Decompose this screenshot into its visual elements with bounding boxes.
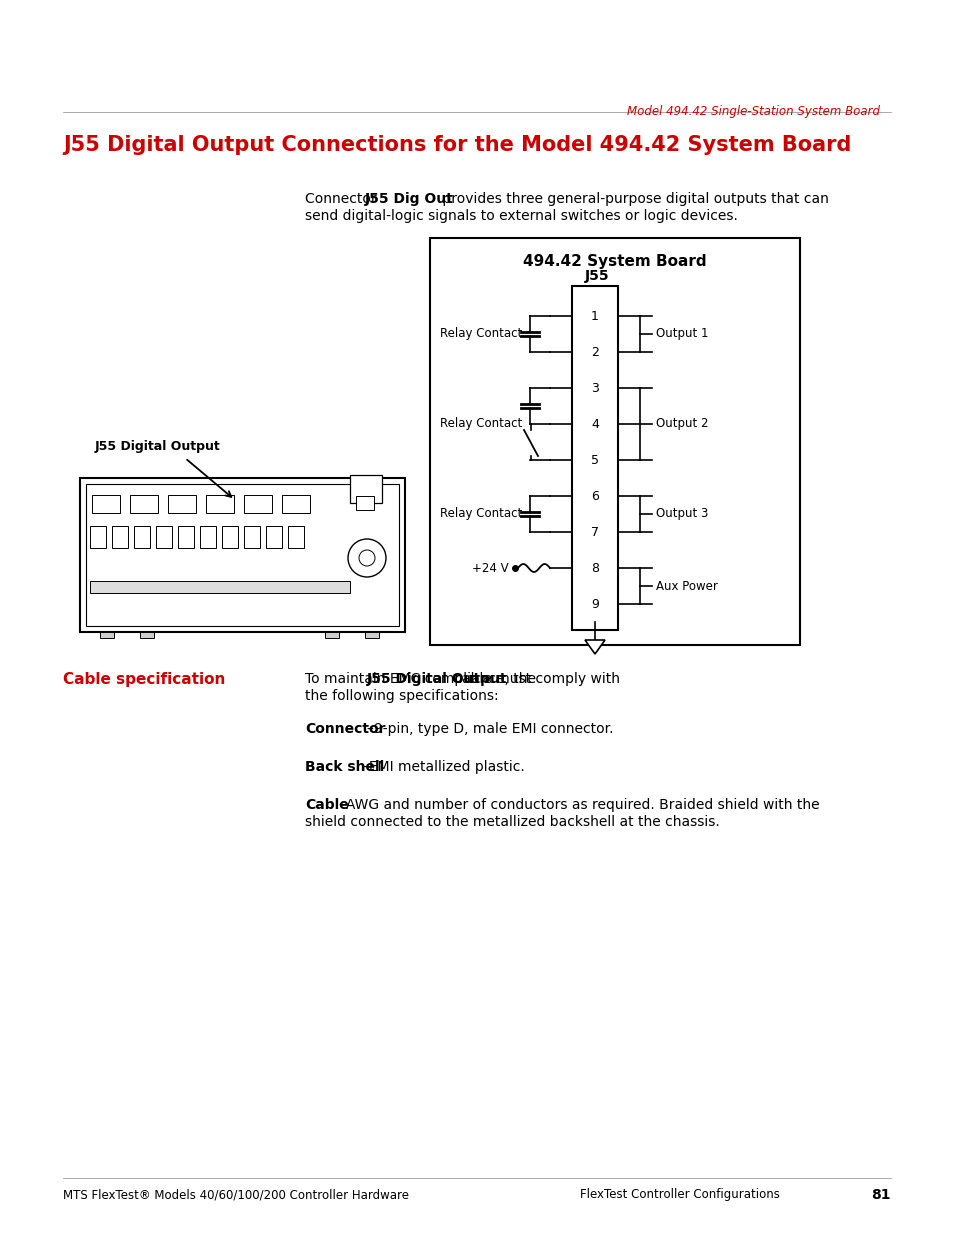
- Polygon shape: [584, 640, 604, 655]
- Text: 7: 7: [590, 526, 598, 538]
- Bar: [200, 526, 215, 548]
- Text: Output 2: Output 2: [656, 417, 708, 431]
- Text: Back shell: Back shell: [305, 760, 384, 774]
- Text: 5: 5: [590, 453, 598, 467]
- Bar: [325, 632, 338, 638]
- Text: +24 V: +24 V: [472, 562, 509, 574]
- Text: 8: 8: [590, 562, 598, 574]
- Bar: [350, 475, 381, 503]
- Bar: [91, 495, 120, 513]
- Bar: [90, 580, 350, 593]
- Text: Output 3: Output 3: [656, 508, 708, 520]
- Text: send digital-logic signals to external switches or logic devices.: send digital-logic signals to external s…: [305, 209, 737, 224]
- Text: Model 494.42 Single-Station System Board: Model 494.42 Single-Station System Board: [626, 105, 879, 119]
- Text: MTS FlexTest® Models 40/60/100/200 Controller Hardware: MTS FlexTest® Models 40/60/100/200 Contr…: [63, 1188, 409, 1200]
- Text: Connector: Connector: [305, 722, 385, 736]
- Text: 9: 9: [591, 598, 598, 610]
- Text: FlexTest Controller Configurations: FlexTest Controller Configurations: [579, 1188, 779, 1200]
- Bar: [90, 526, 106, 548]
- Bar: [266, 526, 282, 548]
- Bar: [140, 632, 153, 638]
- Bar: [365, 632, 378, 638]
- Text: the following specifications:: the following specifications:: [305, 689, 498, 703]
- Bar: [86, 484, 398, 626]
- Bar: [112, 526, 128, 548]
- Text: Connector: Connector: [305, 191, 380, 206]
- Text: Cable: Cable: [305, 798, 349, 811]
- Text: provides three general-purpose digital outputs that can: provides three general-purpose digital o…: [437, 191, 828, 206]
- Bar: [430, 238, 800, 645]
- Text: 3: 3: [591, 382, 598, 394]
- Bar: [222, 526, 237, 548]
- Bar: [244, 495, 272, 513]
- Text: shield connected to the metallized backshell at the chassis.: shield connected to the metallized backs…: [305, 815, 719, 829]
- Text: J55: J55: [584, 269, 609, 283]
- Text: Relay Contact: Relay Contact: [439, 327, 521, 341]
- Bar: [133, 526, 150, 548]
- Bar: [80, 478, 405, 632]
- Bar: [355, 496, 374, 510]
- Text: J55 Digital Output Connections for the Model 494.42 System Board: J55 Digital Output Connections for the M…: [63, 135, 850, 156]
- Text: –9-pin, type D, male EMI connector.: –9-pin, type D, male EMI connector.: [367, 722, 613, 736]
- Bar: [156, 526, 172, 548]
- Text: J55 Digital Output: J55 Digital Output: [95, 440, 220, 453]
- Circle shape: [348, 538, 386, 577]
- Text: Aux Power: Aux Power: [656, 579, 717, 593]
- Bar: [288, 526, 304, 548]
- Bar: [572, 287, 618, 630]
- Text: Cable specification: Cable specification: [63, 672, 225, 687]
- Bar: [100, 632, 113, 638]
- Text: 6: 6: [591, 489, 598, 503]
- Text: 2: 2: [591, 346, 598, 358]
- Bar: [130, 495, 158, 513]
- Text: Relay Contact: Relay Contact: [439, 508, 521, 520]
- Text: J55 Dig Out: J55 Dig Out: [365, 191, 454, 206]
- Text: J55 Digital Output: J55 Digital Output: [367, 672, 507, 685]
- Bar: [206, 495, 233, 513]
- Text: –AWG and number of conductors as required. Braided shield with the: –AWG and number of conductors as require…: [338, 798, 819, 811]
- Bar: [168, 495, 195, 513]
- Bar: [282, 495, 310, 513]
- Text: 4: 4: [591, 417, 598, 431]
- Text: –EMI metallized plastic.: –EMI metallized plastic.: [361, 760, 524, 774]
- Text: 81: 81: [871, 1188, 890, 1202]
- Text: 494.42 System Board: 494.42 System Board: [522, 254, 706, 269]
- Text: cable must comply with: cable must comply with: [450, 672, 619, 685]
- Bar: [244, 526, 260, 548]
- Text: Output 1: Output 1: [656, 327, 708, 341]
- Circle shape: [358, 550, 375, 566]
- Text: To maintain EMC compliance, the: To maintain EMC compliance, the: [305, 672, 539, 685]
- Text: Relay Contact: Relay Contact: [439, 417, 521, 431]
- Bar: [178, 526, 193, 548]
- Text: 1: 1: [591, 310, 598, 322]
